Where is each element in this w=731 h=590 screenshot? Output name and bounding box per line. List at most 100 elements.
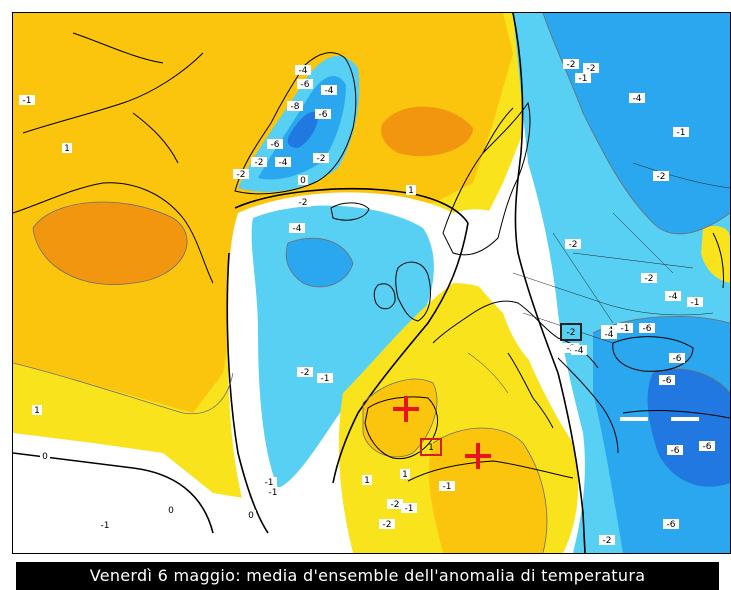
contour-label-bg — [571, 345, 587, 355]
contour-label-bg — [166, 505, 176, 515]
contour-label: 1 — [34, 406, 40, 416]
temperature-anomaly-map: -1 -4 -6 -4 -8 -6 -6 -2 -4 -2 -2 0 1 -2 -4 -2 -2 -1 -4 -2 -2… — [12, 12, 731, 554]
contour-label: -2 — [299, 198, 308, 208]
contour-label: -2 — [657, 172, 666, 182]
contour-label-bg — [601, 329, 617, 339]
contour-label-bg — [287, 101, 303, 111]
contour-label-bg — [653, 171, 669, 181]
contour-label: 0 — [168, 506, 174, 516]
contour-label-bg — [317, 373, 333, 383]
contour-label-bg — [387, 499, 403, 509]
contour-label-bg — [265, 487, 281, 497]
contour-labels: -1-4-6-4-8-6-6-2 -4-2-201-2-4-2-2-1-4-2-2… — [19, 59, 715, 546]
contour-label: -2 — [567, 60, 576, 70]
marker-box-label: 1 — [428, 443, 434, 453]
contour-label: -2 — [587, 64, 596, 74]
map-caption: Venerdì 6 maggio: media d'ensemble dell'… — [16, 562, 719, 590]
contour-label: -1 — [101, 521, 110, 531]
contour-label-bg — [97, 520, 113, 530]
annotation-bar — [620, 417, 648, 421]
contour-label: -1 — [691, 298, 700, 308]
contour-label: -2 — [255, 158, 264, 168]
coastline-canada — [13, 182, 214, 284]
contour-label-bg — [641, 273, 657, 283]
contour-label: -2 — [383, 520, 392, 530]
contour-label-bg — [665, 291, 681, 301]
coastline-great-britain — [395, 261, 431, 322]
contour-label: -1 — [265, 478, 274, 488]
contour-label: -6 — [301, 80, 310, 90]
contour-label-bg — [687, 297, 703, 307]
contour-label: 1 — [408, 186, 414, 196]
cold-region-anatolia-strong — [647, 369, 730, 487]
contour-label-bg — [298, 175, 308, 185]
contour-label: -4 — [575, 346, 584, 356]
contour-label: -6 — [271, 140, 280, 150]
contour-label-bg — [275, 157, 291, 167]
contour-label-bg — [401, 503, 417, 513]
contour-label-bg — [261, 477, 277, 487]
contour-label-bg — [629, 93, 645, 103]
coastlines — [13, 32, 730, 482]
contour-label: -6 — [643, 324, 652, 334]
contour-label-bg — [19, 95, 35, 105]
contour-label: -4 — [633, 94, 642, 104]
contour-label-bg — [267, 139, 283, 149]
contour-label-bg — [40, 451, 50, 461]
coastline-africa — [407, 460, 574, 482]
contour-label-bg — [289, 223, 305, 233]
warm-region-canada-strong — [33, 201, 188, 285]
contour-label-bg — [297, 367, 313, 377]
contour-label: -2 — [237, 170, 246, 180]
coastline-italy — [507, 352, 554, 429]
contour-label: 0 — [248, 511, 254, 521]
contour-label-bg — [617, 323, 633, 333]
marker-box-spain: 1 — [420, 438, 442, 456]
coastline-caspian — [712, 232, 724, 289]
contour-label-bg — [233, 169, 249, 179]
marker-box-balkans: -2 — [560, 323, 582, 341]
country-borders — [467, 162, 730, 394]
cold-region-atlantic-mid — [286, 238, 353, 287]
zero-contours — [13, 13, 586, 553]
contour-label: -8 — [291, 102, 300, 112]
marker-cross-algeria — [465, 443, 491, 469]
contour-label-bg — [599, 535, 615, 545]
contour-label-bg — [295, 197, 311, 207]
contour-label: -1 — [23, 96, 32, 106]
contour-label: -1 — [443, 482, 452, 492]
contour-label: -1 — [269, 488, 278, 498]
contour-label: -6 — [673, 354, 682, 364]
contour-label: 1 — [64, 144, 70, 154]
contour-label: -1 — [579, 74, 588, 84]
cold-region-greenland-strong — [287, 111, 319, 148]
contour-label-bg — [251, 157, 267, 167]
contour-label: -4 — [325, 86, 334, 96]
contour-label: -4 — [669, 292, 678, 302]
contour-label-bg — [321, 85, 337, 95]
contour-label: -1 — [621, 324, 630, 334]
contour-label-bg — [246, 510, 256, 520]
contour-label-bg — [583, 63, 599, 73]
contour-label: -6 — [667, 520, 676, 530]
contour-label-bg — [669, 353, 685, 363]
contour-label: -2 — [603, 536, 612, 546]
marker-box-label: -2 — [567, 328, 576, 338]
contour-label: -6 — [663, 376, 672, 386]
warm-region-africa-mid — [428, 428, 547, 553]
warm-region-norway-strong — [381, 106, 473, 157]
contour-label-bg — [563, 59, 579, 69]
contour-label: 1 — [364, 476, 370, 486]
contour-label-bg — [673, 127, 689, 137]
coastline-turkey — [622, 410, 730, 419]
warm-region-iberia-mid — [363, 379, 437, 457]
contour-label-bg — [565, 239, 581, 249]
contour-label-bg — [379, 519, 395, 529]
coastline-iceland — [330, 202, 370, 221]
contour-label-bg — [575, 73, 591, 83]
contour-label-bg — [313, 153, 329, 163]
contour-label: -4 — [279, 158, 288, 168]
contour-label: 1 — [402, 470, 408, 480]
contour-label-bg — [400, 469, 410, 479]
contour-label: -1 — [405, 504, 414, 514]
